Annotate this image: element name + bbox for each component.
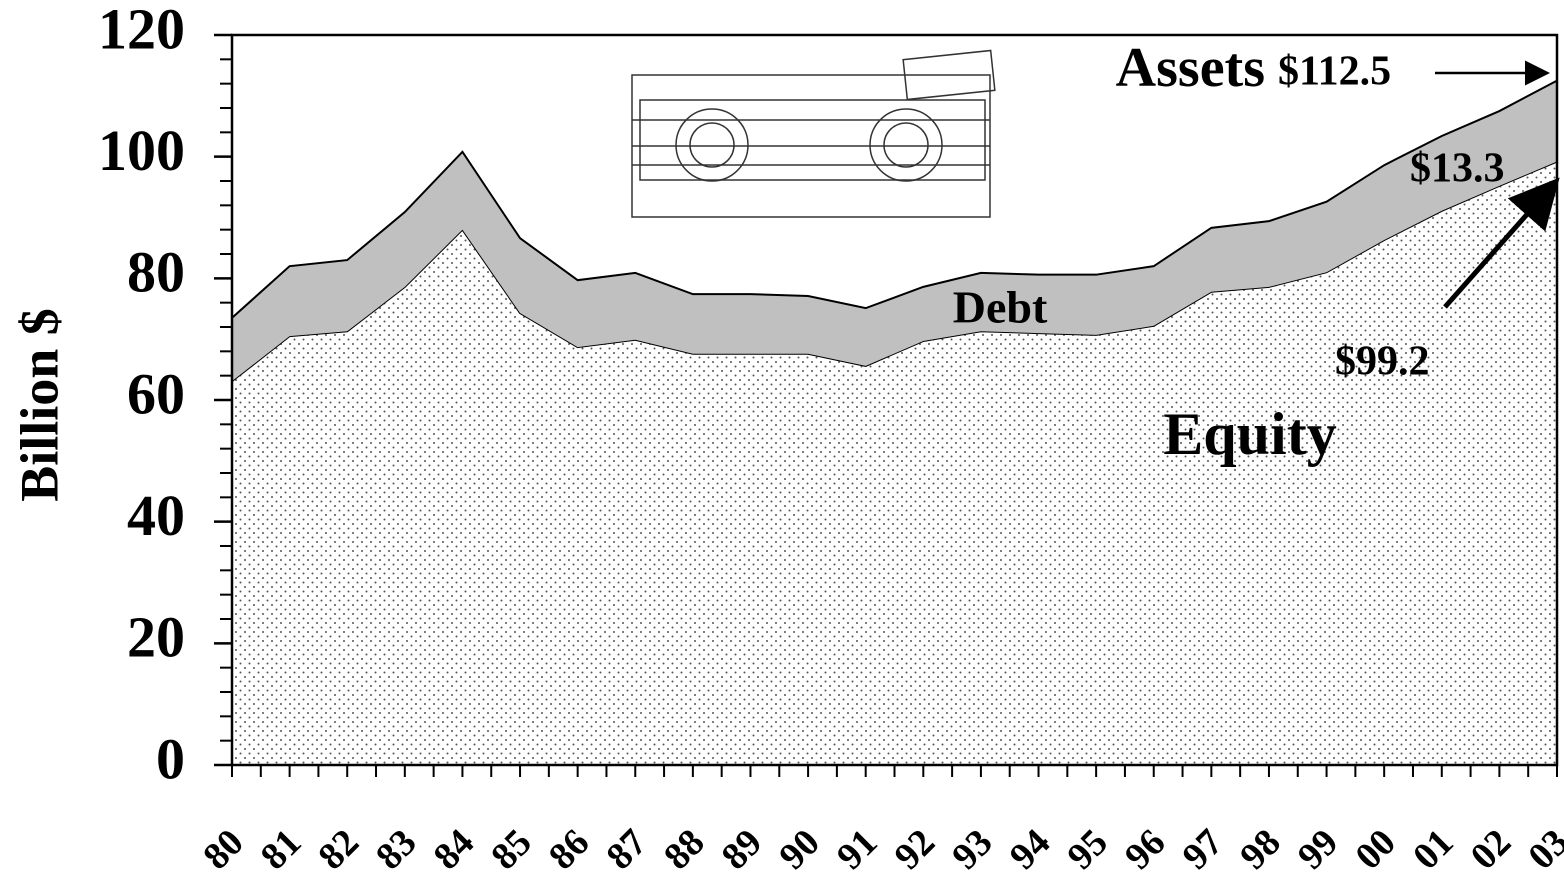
plot-area bbox=[232, 81, 1557, 765]
series-label: Debt bbox=[953, 282, 1048, 333]
x-tick-label: 90 bbox=[771, 821, 828, 878]
x-tick-label: 80 bbox=[195, 821, 252, 878]
chart: Billion $ Assets $112.5 $13.3 $99.2 Debt… bbox=[0, 0, 1564, 885]
y-tick-label: 40 bbox=[127, 483, 185, 548]
x-tick-label: 86 bbox=[541, 821, 598, 878]
x-tick-label: 98 bbox=[1232, 821, 1289, 878]
annotation: $112.5 bbox=[1278, 49, 1391, 95]
x-tick-label: 03 bbox=[1520, 821, 1564, 878]
page: Billion $ Assets $112.5 $13.3 $99.2 Debt… bbox=[0, 0, 1564, 885]
x-tick-label: 97 bbox=[1175, 821, 1232, 878]
x-tick-label: 95 bbox=[1059, 821, 1116, 878]
x-tick-label: 83 bbox=[368, 821, 425, 878]
x-tick-label: 87 bbox=[598, 821, 655, 878]
data-label: $99.2 bbox=[1335, 339, 1430, 385]
y-axis-label: Billion $ bbox=[9, 308, 69, 502]
x-tick-label: 84 bbox=[426, 821, 483, 878]
series-label: Equity bbox=[1163, 401, 1336, 467]
x-tick-label: 94 bbox=[1002, 821, 1059, 878]
y-tick-label: 20 bbox=[127, 605, 185, 670]
y-tick-label: 120 bbox=[98, 0, 185, 61]
x-tick-label: 88 bbox=[656, 821, 713, 878]
y-tick-label: 80 bbox=[127, 240, 185, 305]
x-tick-label: 89 bbox=[714, 821, 771, 878]
x-tick-label: 91 bbox=[829, 821, 886, 878]
x-tick-label: 85 bbox=[483, 821, 540, 878]
y-tick-label: 60 bbox=[127, 361, 185, 426]
y-tick-label: 100 bbox=[98, 118, 185, 183]
bill-illustration bbox=[632, 51, 995, 217]
data-label: $13.3 bbox=[1410, 146, 1505, 192]
x-tick-label: 01 bbox=[1405, 821, 1462, 878]
y-tick-label: 0 bbox=[156, 726, 185, 791]
x-tick-label: 00 bbox=[1347, 821, 1404, 878]
x-tick-label: 81 bbox=[253, 821, 310, 878]
x-tick-label: 02 bbox=[1463, 821, 1520, 878]
x-tick-label: 82 bbox=[310, 821, 367, 878]
x-tick-label: 99 bbox=[1290, 821, 1347, 878]
x-tick-label: 92 bbox=[887, 821, 944, 878]
x-tick-label: 96 bbox=[1117, 821, 1174, 878]
x-tick-label: 93 bbox=[944, 821, 1001, 878]
annotation: Assets bbox=[1116, 37, 1265, 99]
